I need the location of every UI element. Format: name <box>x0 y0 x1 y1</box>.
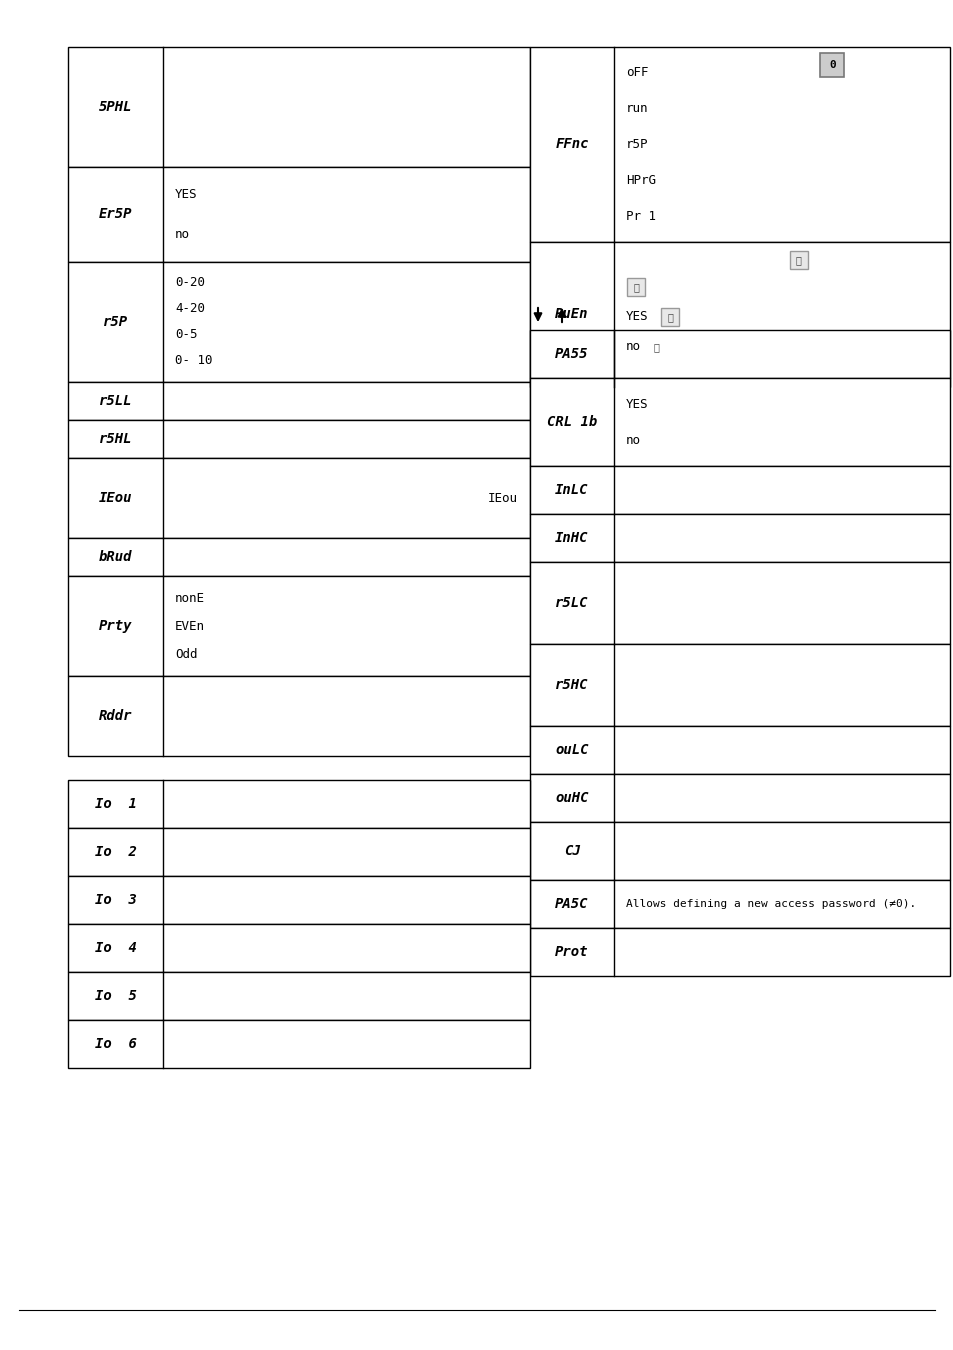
Text: r5HL: r5HL <box>99 432 132 446</box>
Text: no: no <box>625 433 640 447</box>
Bar <box>530 466 949 514</box>
Bar <box>530 774 949 822</box>
Text: Allows defining a new access password (≠0).: Allows defining a new access password (≠… <box>625 899 915 909</box>
Text: 4-20: 4-20 <box>174 302 205 316</box>
Text: HPrG: HPrG <box>625 174 656 186</box>
Bar <box>530 47 949 242</box>
Text: r5P: r5P <box>103 315 128 329</box>
Bar <box>68 876 530 923</box>
Text: IEou: IEou <box>488 491 517 505</box>
Text: Io  4: Io 4 <box>94 941 136 954</box>
Bar <box>68 47 530 167</box>
Bar <box>68 539 530 576</box>
Bar <box>68 676 530 756</box>
Text: 0: 0 <box>828 59 835 70</box>
Text: FFnc: FFnc <box>555 138 588 151</box>
Bar <box>68 828 530 876</box>
Bar <box>68 1021 530 1068</box>
Bar <box>530 644 949 726</box>
FancyBboxPatch shape <box>660 308 679 325</box>
Bar <box>530 562 949 644</box>
FancyBboxPatch shape <box>646 338 664 356</box>
Text: Io  3: Io 3 <box>94 892 136 907</box>
Bar <box>530 514 949 562</box>
FancyBboxPatch shape <box>820 53 843 77</box>
Text: bRud: bRud <box>99 549 132 564</box>
Bar <box>68 972 530 1021</box>
Text: Io  1: Io 1 <box>94 796 136 811</box>
Text: Er5P: Er5P <box>99 208 132 221</box>
Text: nonE: nonE <box>174 591 205 605</box>
Text: 0-5: 0-5 <box>174 328 197 342</box>
Text: PA55: PA55 <box>555 347 588 360</box>
Bar <box>530 726 949 774</box>
Text: Odd: Odd <box>174 648 197 660</box>
Text: Pr 1: Pr 1 <box>625 209 656 223</box>
Text: YES: YES <box>174 188 197 201</box>
Text: InHC: InHC <box>555 531 588 545</box>
Text: YES: YES <box>625 310 648 324</box>
Text: IEou: IEou <box>99 491 132 505</box>
Text: oFF: oFF <box>625 66 648 80</box>
Bar <box>68 576 530 676</box>
Bar <box>68 167 530 262</box>
Bar <box>530 880 949 927</box>
Text: ✋: ✋ <box>666 312 672 323</box>
Text: Io  2: Io 2 <box>94 845 136 859</box>
Text: r5LC: r5LC <box>555 595 588 610</box>
Text: r5HC: r5HC <box>555 678 588 693</box>
Text: ✋: ✋ <box>653 342 659 352</box>
Bar <box>68 420 530 458</box>
Text: ouHC: ouHC <box>555 791 588 805</box>
Text: CRL 1b: CRL 1b <box>546 414 597 429</box>
FancyBboxPatch shape <box>626 278 644 296</box>
Text: 0-20: 0-20 <box>174 277 205 289</box>
FancyBboxPatch shape <box>789 251 807 269</box>
Text: Prty: Prty <box>99 620 132 633</box>
Text: Prot: Prot <box>555 945 588 958</box>
Text: 5PHL: 5PHL <box>99 100 132 113</box>
Text: r5LL: r5LL <box>99 394 132 408</box>
Bar <box>68 262 530 382</box>
Text: 0- 10: 0- 10 <box>174 355 213 367</box>
Text: no: no <box>174 228 190 240</box>
Text: YES: YES <box>625 397 648 410</box>
Bar <box>530 242 949 387</box>
Text: CJ: CJ <box>563 844 579 859</box>
Text: run: run <box>625 103 648 115</box>
Text: Io  5: Io 5 <box>94 990 136 1003</box>
Text: RuEn: RuEn <box>555 308 588 321</box>
Bar <box>530 378 949 466</box>
Bar <box>68 382 530 420</box>
Text: Io  6: Io 6 <box>94 1037 136 1052</box>
Bar <box>68 780 530 828</box>
Bar <box>530 822 949 880</box>
Text: InLC: InLC <box>555 483 588 497</box>
Bar <box>530 927 949 976</box>
Text: PA5C: PA5C <box>555 896 588 911</box>
Bar <box>68 923 530 972</box>
Text: ✋: ✋ <box>633 282 639 292</box>
Text: EVEn: EVEn <box>174 620 205 633</box>
Text: ✋: ✋ <box>795 255 801 265</box>
Text: no: no <box>625 340 640 354</box>
Text: r5P: r5P <box>625 138 648 151</box>
Bar <box>530 329 949 378</box>
Text: Rddr: Rddr <box>99 709 132 724</box>
Bar <box>68 458 530 539</box>
Text: ouLC: ouLC <box>555 743 588 757</box>
